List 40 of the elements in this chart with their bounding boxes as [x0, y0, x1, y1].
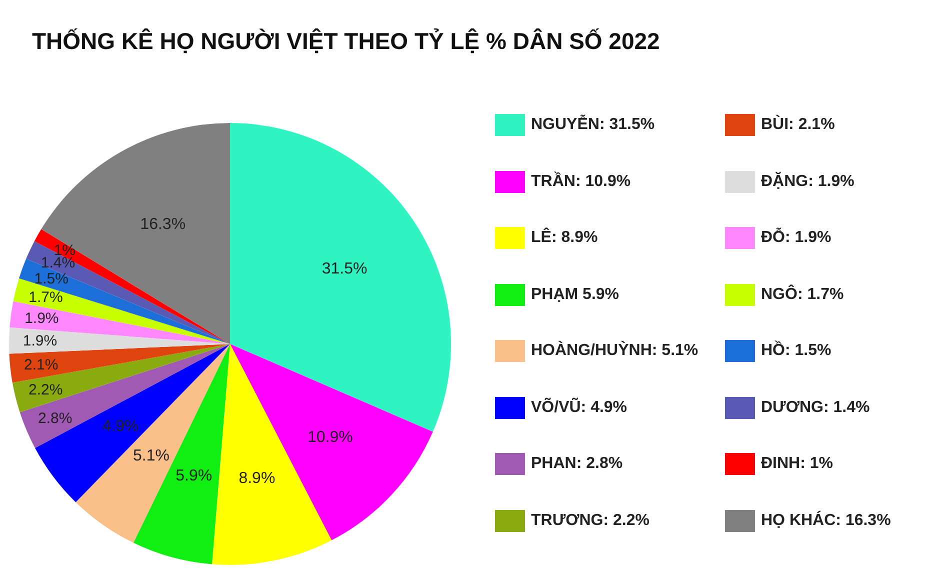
data-label: 8.9% [238, 470, 276, 487]
pie-slice [230, 123, 451, 432]
pie-slice [230, 344, 433, 540]
data-label: 2.2% [28, 382, 63, 399]
legend-label: HỌ KHÁC: 16.3% [761, 512, 891, 530]
data-label: 4.9% [102, 418, 139, 435]
pie-slice [10, 301, 230, 344]
chart-title: THỐNG KÊ HỌ NGƯỜI VIỆT THEO TỶ LỆ % DÂN SỐ 2022 [32, 28, 660, 55]
data-label: 1.5% [34, 270, 68, 288]
legend-label: PHẠM 5.9% [531, 286, 620, 304]
pie-slice [9, 344, 230, 383]
legend-label: LÊ: 8.9% [531, 229, 598, 247]
legend-label: NGUYỄN: 31.5% [531, 116, 655, 134]
pie-slice [12, 344, 230, 412]
legend-label: ĐINH: 1% [761, 455, 834, 473]
legend-label: DƯƠNG: 1.4% [761, 398, 870, 416]
data-label: 5.9% [176, 468, 212, 485]
data-label: 1.4% [40, 254, 76, 272]
data-label: 16.3% [140, 216, 186, 234]
legend-label: VÕ/VŨ: 4.9% [531, 398, 628, 416]
data-label: 1.9% [22, 332, 58, 350]
legend-label: TRƯƠNG: 2.2% [531, 512, 650, 530]
legend-label: TRẦN: 10.9% [531, 172, 631, 190]
data-label: 10.9% [307, 428, 353, 446]
data-label: 1.9% [24, 310, 59, 327]
legend-label: ĐỖ: 1.9% [761, 229, 832, 247]
data-label: 1.7% [28, 288, 63, 306]
legend-label: PHAN: 2.8% [531, 455, 623, 473]
pie-slice [76, 344, 230, 543]
legend-label: HỒ: 1.5% [761, 342, 832, 360]
data-label: 5.1% [132, 448, 170, 465]
data-label: 2.1% [24, 356, 58, 374]
legend-label: BÙI: 2.1% [761, 116, 835, 134]
legend-label: HOÀNG/HUỲNH: 5.1% [531, 342, 698, 360]
pie-slice [18, 258, 230, 344]
data-label: 31.5% [322, 260, 368, 278]
legend-label: ĐẶNG: 1.9% [761, 172, 854, 190]
legend-label: NGÔ: 1.7% [761, 286, 844, 304]
pie-slice [20, 344, 230, 448]
data-label: 2.8% [38, 410, 72, 427]
